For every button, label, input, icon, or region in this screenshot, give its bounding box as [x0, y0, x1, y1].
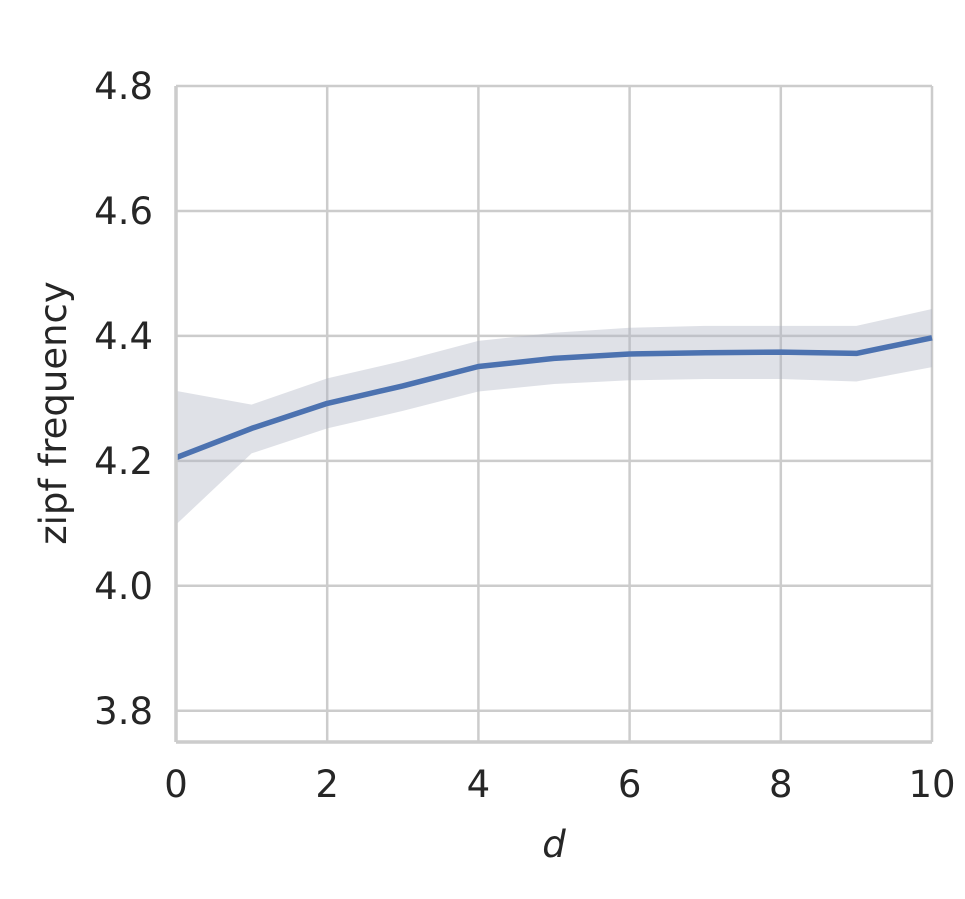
grid [174, 84, 934, 742]
y-tick-label: 4.0 [94, 565, 153, 608]
series-line [175, 335, 933, 461]
y-tick-label: 4.4 [94, 315, 153, 358]
x-tick-label: 6 [618, 763, 642, 806]
confidence-band [176, 309, 932, 525]
y-tick-label: 4.2 [94, 440, 153, 483]
axes [174, 86, 932, 744]
tick-labels: 0 2 4 6 8 10 3.8 4.0 4.2 4.4 4.6 4.8 [94, 65, 955, 806]
x-tick-label: 4 [467, 763, 491, 806]
series-lines [175, 335, 933, 461]
x-tick-label: 0 [164, 763, 188, 806]
x-axis-label: d [542, 823, 566, 866]
y-tick-label: 4.6 [94, 190, 153, 233]
confidence-bands [176, 309, 932, 525]
y-tick-label: 3.8 [94, 690, 153, 733]
x-tick-label: 2 [315, 763, 339, 806]
x-tick-label: 8 [769, 763, 793, 806]
y-axis-label: zipf frequency [32, 281, 75, 545]
x-tick-label: 10 [908, 763, 955, 806]
y-tick-label: 4.8 [94, 65, 153, 108]
